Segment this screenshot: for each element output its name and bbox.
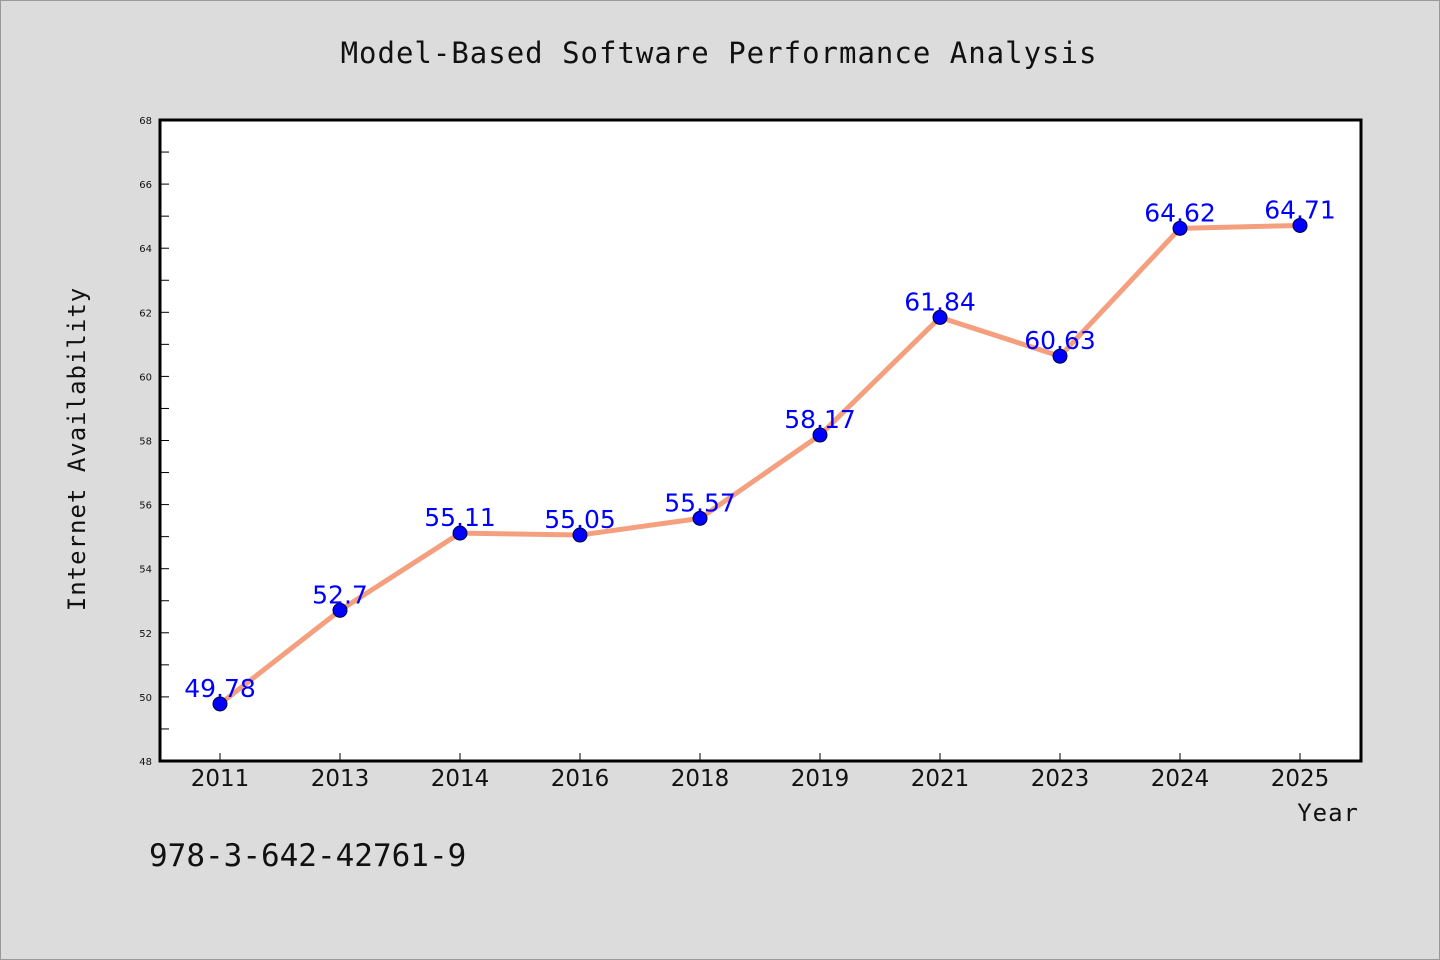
y-tick-label: 68 bbox=[139, 116, 152, 127]
data-label: 55.57 bbox=[664, 488, 736, 517]
data-label: 64.71 bbox=[1264, 195, 1336, 224]
data-label: 55.05 bbox=[544, 505, 616, 534]
x-tick-label: 2023 bbox=[1031, 766, 1090, 792]
data-label: 61.84 bbox=[904, 287, 976, 316]
x-tick-label: 2011 bbox=[191, 766, 250, 792]
data-point bbox=[812, 427, 828, 443]
y-tick-label: 54 bbox=[139, 565, 152, 576]
data-point bbox=[212, 696, 228, 712]
data-label: 64.62 bbox=[1144, 198, 1216, 227]
x-axis-label: Year bbox=[1297, 799, 1359, 827]
y-tick-label: 56 bbox=[139, 501, 152, 512]
data-point bbox=[1172, 220, 1188, 236]
y-tick-label: 62 bbox=[139, 308, 152, 319]
y-axis: 48 50 52 54 56 58 60 62 64 66 68 bbox=[139, 116, 169, 768]
series-layer: 49.78 52.7 55.11 55.05 55.57 58.17 61.84 60.63 6… bbox=[184, 195, 1336, 712]
x-tick-label: 2014 bbox=[431, 766, 490, 792]
x-tick-label: 2016 bbox=[551, 766, 610, 792]
plot-area bbox=[158, 118, 1363, 763]
data-label: 52.7 bbox=[312, 580, 368, 609]
data-label: 60.63 bbox=[1024, 326, 1096, 355]
y-tick-label: 64 bbox=[139, 244, 152, 255]
isbn-footnote: 978-3-642-42761-9 bbox=[149, 838, 466, 874]
series-line bbox=[217, 222, 1303, 707]
y-tick-label: 50 bbox=[139, 693, 152, 704]
data-point bbox=[1052, 348, 1068, 364]
x-tick-label: 2021 bbox=[911, 766, 970, 792]
data-label: 49.78 bbox=[184, 674, 256, 703]
x-tick-label: 2019 bbox=[791, 766, 850, 792]
y-tick-label: 48 bbox=[139, 757, 152, 768]
chart-title: Model-Based Software Performance Analysi… bbox=[341, 36, 1098, 70]
x-tick-label: 2025 bbox=[1271, 766, 1330, 792]
y-tick-label: 60 bbox=[139, 372, 152, 383]
x-tick-label: 2013 bbox=[311, 766, 370, 792]
data-point bbox=[1292, 217, 1308, 233]
x-axis: 2011 2013 2014 2016 2018 2019 2021 2023 2024 2025 bbox=[191, 753, 1330, 792]
y-tick-label: 66 bbox=[139, 180, 152, 191]
y-tick-label: 52 bbox=[139, 629, 152, 640]
data-point bbox=[692, 510, 708, 526]
data-label: 55.11 bbox=[424, 503, 496, 532]
y-axis-label: Internet Availability bbox=[63, 287, 91, 611]
x-tick-label: 2024 bbox=[1151, 766, 1210, 792]
data-point bbox=[452, 525, 468, 541]
data-point bbox=[932, 309, 948, 325]
y-tick-label: 58 bbox=[139, 437, 152, 448]
x-tick-label: 2018 bbox=[671, 766, 730, 792]
data-label: 58.17 bbox=[784, 405, 856, 434]
data-point bbox=[572, 527, 588, 543]
data-point bbox=[332, 602, 348, 618]
